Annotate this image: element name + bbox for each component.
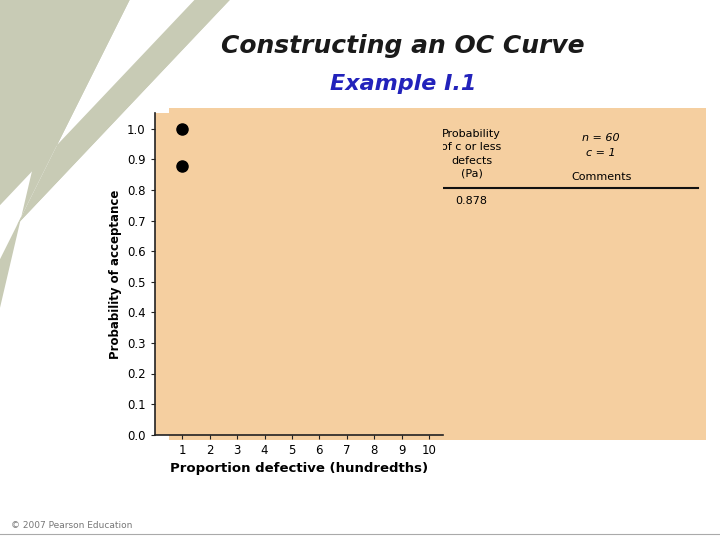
Text: Comments: Comments	[571, 172, 631, 182]
X-axis label: Proportion defective (hundredths): Proportion defective (hundredths)	[170, 462, 428, 475]
Text: Probability
of c or less
defects
(Pa): Probability of c or less defects (Pa)	[441, 129, 502, 179]
Text: 0.01: 0.01	[265, 196, 289, 206]
Polygon shape	[0, 0, 130, 308]
Bar	[169, 108, 706, 440]
Text: Example I.1: Example I.1	[330, 73, 477, 94]
Text: np: np	[378, 172, 392, 182]
Text: Constructing an OC Curve: Constructing an OC Curve	[221, 34, 585, 58]
Text: 0.6: 0.6	[377, 196, 394, 206]
Polygon shape	[0, 0, 194, 259]
Text: n = 60
c = 1: n = 60 c = 1	[582, 133, 620, 158]
Y-axis label: Probability of acceptance: Probability of acceptance	[109, 190, 122, 359]
Polygon shape	[0, 0, 230, 243]
Text: Proportion
defective
(p): Proportion defective (p)	[248, 136, 306, 172]
Text: © 2007 Pearson Education: © 2007 Pearson Education	[11, 521, 132, 530]
Polygon shape	[0, 0, 194, 205]
Text: 0.878: 0.878	[456, 196, 487, 206]
